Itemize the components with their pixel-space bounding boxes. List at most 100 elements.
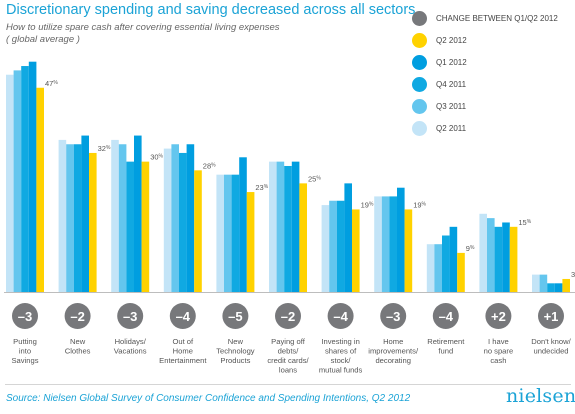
bar-q2-2012 (404, 209, 413, 292)
legend-item-q4-2011: Q4 2011 (412, 74, 572, 94)
bar-q2-2011 (269, 161, 277, 292)
legend-item-q2-2011: Q2 2011 (412, 118, 572, 138)
value-label: 19% (361, 200, 374, 209)
legend-item-q1-2012: Q1 2012 (412, 52, 572, 72)
bar-q3-2011 (487, 218, 495, 292)
bar-q3-2011 (224, 174, 232, 292)
legend-swatch-q2-2011 (412, 120, 427, 136)
category-label: stock/ (331, 356, 352, 365)
change-value: –4 (176, 309, 191, 324)
bar-q2-2011 (58, 139, 67, 292)
legend-swatch-q3-2011 (412, 98, 427, 114)
value-label: 28% (203, 161, 216, 170)
bar-q4-2011 (284, 165, 292, 292)
bar-q4-2011 (442, 235, 450, 292)
change-marker (380, 303, 407, 329)
bar-q3-2011 (381, 196, 390, 292)
category-label: Home (383, 337, 403, 346)
subtitle-line: ( global average ) (6, 34, 80, 45)
legend-label: Q4 2011 (436, 79, 467, 89)
legend-label: CHANGE BETWEEN Q1/Q2 2012 (436, 13, 558, 23)
change-value: –4 (333, 309, 348, 324)
category-label: Entertainment (159, 356, 207, 365)
value-label: 15% (518, 218, 531, 227)
change-marker (12, 303, 38, 329)
bar-q2-2011 (532, 274, 540, 292)
category-label: Putting (13, 337, 37, 346)
value-label: 32% (98, 144, 111, 153)
change-value: –5 (228, 309, 242, 324)
change-value: +2 (491, 309, 506, 324)
bar-q2-2011 (426, 244, 435, 292)
bar-q2-2011 (111, 139, 119, 292)
value-label: 23% (255, 183, 268, 192)
category-label: cash (490, 356, 506, 365)
change-value: –3 (18, 309, 32, 324)
category-label: New (70, 337, 86, 346)
change-value: –2 (281, 309, 295, 324)
bar-q2-2012 (246, 192, 255, 292)
bar-q3-2011 (276, 161, 285, 292)
category-label: New (228, 337, 244, 346)
bar-q4-2011 (231, 174, 240, 292)
bar-q4-2011 (73, 144, 82, 292)
category-label: improvements/ (368, 347, 419, 356)
change-marker (64, 303, 91, 329)
bar-q1-2012 (449, 226, 458, 292)
bar-q2-2012 (141, 161, 150, 292)
change-value: –4 (439, 309, 454, 324)
bar-q1-2012 (502, 222, 510, 292)
category-label: Retirement (427, 337, 465, 346)
value-label: 9% (466, 244, 475, 253)
bar-q2-2011 (163, 148, 172, 292)
legend-item-change: CHANGE BETWEEN Q1/Q2 2012 (412, 8, 572, 28)
bar-q1-2012 (554, 283, 563, 292)
legend-item-q3-2011: Q3 2011 (412, 96, 572, 116)
change-marker (432, 303, 459, 329)
bar-q2-2011 (216, 174, 224, 292)
category-label: Clothes (65, 347, 91, 356)
legend-label: Q3 2011 (436, 101, 467, 111)
legend-swatch-change (412, 10, 427, 26)
subtitle-line: How to utilize spare cash after covering… (6, 22, 280, 33)
category-label: debts/ (278, 347, 300, 356)
category-label: Products (220, 356, 250, 365)
change-marker (169, 303, 196, 329)
bar-q3-2011 (434, 244, 442, 292)
bar-q2-2011 (374, 196, 382, 292)
bar-q3-2011 (171, 144, 179, 292)
value-label: 3% (571, 270, 575, 279)
bar-q3-2011 (118, 144, 127, 292)
category-label: Investing in (321, 337, 359, 346)
category-label: Out of (172, 337, 194, 346)
change-marker (485, 303, 512, 329)
category-label: decorating (375, 356, 410, 365)
value-label: 30% (150, 153, 163, 162)
bar-q1-2012 (239, 157, 247, 292)
bar-q3-2011 (66, 144, 74, 292)
category-label: undecided (533, 347, 568, 356)
category-label: I have (488, 337, 509, 346)
bar-q4-2011 (547, 283, 555, 292)
bar-q1-2012 (28, 61, 37, 292)
category-label: Vacations (114, 347, 147, 356)
category-label: loans (279, 366, 297, 375)
bar-q4-2011 (21, 66, 29, 292)
change-marker (222, 303, 249, 329)
category-label: Technology (216, 347, 255, 356)
category-label: credit cards/ (267, 356, 309, 365)
change-marker (117, 303, 144, 329)
chart-title: Discretionary spending and saving decrea… (6, 2, 416, 18)
bar-q3-2011 (13, 70, 22, 292)
change-value: –3 (123, 309, 137, 324)
bar-q3-2011 (329, 200, 337, 292)
bar-q2-2011 (479, 213, 487, 292)
category-label: into (19, 347, 31, 356)
bar-q4-2011 (336, 200, 345, 292)
legend-swatch-q2-2012 (412, 32, 427, 48)
change-marker (538, 303, 564, 329)
bar-q4-2011 (494, 226, 503, 292)
category-label: no spare (484, 347, 514, 356)
divider-line (5, 384, 571, 385)
bar-q3-2011 (539, 274, 548, 292)
